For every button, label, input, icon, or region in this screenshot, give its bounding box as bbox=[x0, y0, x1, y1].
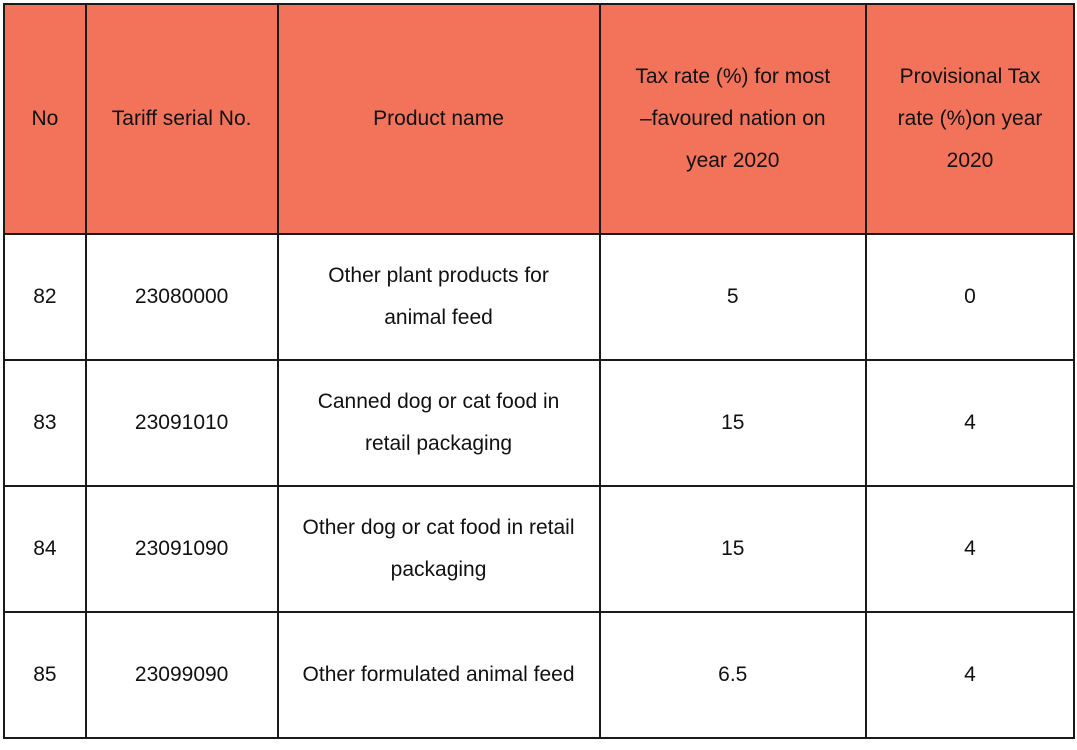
cell-no: 84 bbox=[3, 485, 87, 613]
header-product-name: Product name bbox=[276, 3, 601, 235]
header-mfn-tax-rate: Tax rate (%) for most –favoured nation o… bbox=[598, 3, 868, 235]
cell-mfn-tax-rate: 15 bbox=[598, 485, 868, 613]
cell-product-name: Other dog or cat food in retail packagin… bbox=[276, 485, 601, 613]
cell-no: 83 bbox=[3, 359, 87, 487]
cell-mfn-tax-rate: 6.5 bbox=[598, 611, 868, 739]
cell-no: 82 bbox=[3, 233, 87, 361]
table-body: 82 23080000 Other plant products for ani… bbox=[3, 233, 1075, 739]
table-row: 84 23091090 Other dog or cat food in ret… bbox=[3, 485, 1075, 613]
cell-product-name: Other formulated animal feed bbox=[276, 611, 601, 739]
table-row: 83 23091010 Canned dog or cat food in re… bbox=[3, 359, 1075, 487]
header-tariff-serial: Tariff serial No. bbox=[84, 3, 279, 235]
cell-no: 85 bbox=[3, 611, 87, 739]
cell-provisional-tax-rate: 4 bbox=[865, 359, 1075, 487]
cell-provisional-tax-rate: 0 bbox=[865, 233, 1075, 361]
cell-mfn-tax-rate: 5 bbox=[598, 233, 868, 361]
cell-provisional-tax-rate: 4 bbox=[865, 485, 1075, 613]
table-row: 85 23099090 Other formulated animal feed… bbox=[3, 611, 1075, 739]
table-row: 82 23080000 Other plant products for ani… bbox=[3, 233, 1075, 361]
header-provisional-tax-rate: Provisional Tax rate (%)on year 2020 bbox=[865, 3, 1075, 235]
header-row: No Tariff serial No. Product name Tax ra… bbox=[3, 3, 1075, 235]
cell-tariff-serial: 23091010 bbox=[84, 359, 279, 487]
cell-tariff-serial: 23091090 bbox=[84, 485, 279, 613]
cell-product-name: Canned dog or cat food in retail packagi… bbox=[276, 359, 601, 487]
header-no: No bbox=[3, 3, 87, 235]
cell-mfn-tax-rate: 15 bbox=[598, 359, 868, 487]
cell-tariff-serial: 23099090 bbox=[84, 611, 279, 739]
tariff-table: No Tariff serial No. Product name Tax ra… bbox=[3, 3, 1075, 739]
cell-product-name: Other plant products for animal feed bbox=[276, 233, 601, 361]
cell-provisional-tax-rate: 4 bbox=[865, 611, 1075, 739]
cell-tariff-serial: 23080000 bbox=[84, 233, 279, 361]
table-header: No Tariff serial No. Product name Tax ra… bbox=[3, 3, 1075, 235]
